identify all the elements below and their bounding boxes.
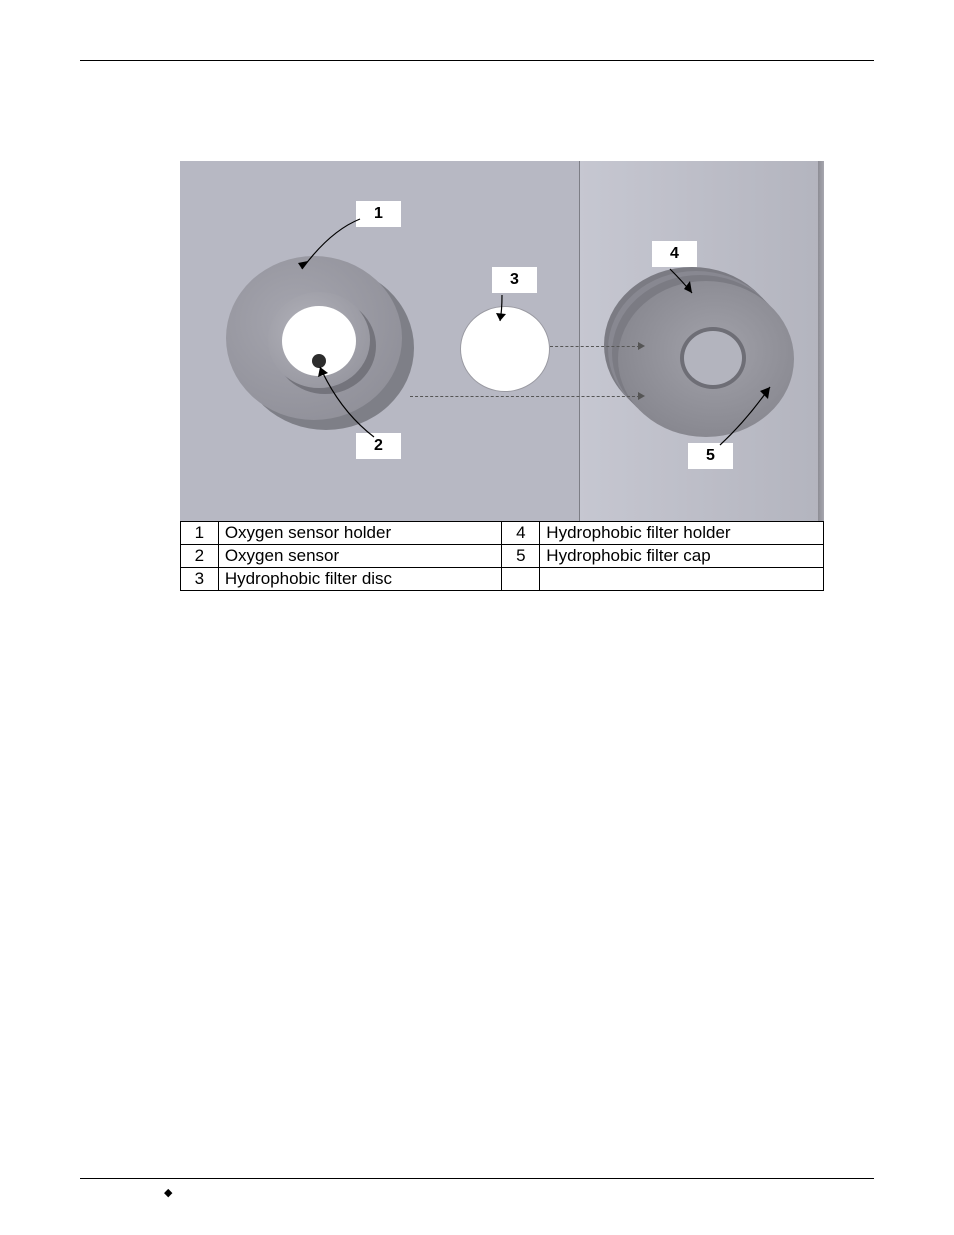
callout-text: 5 — [706, 447, 715, 464]
part-number: 3 — [181, 568, 219, 591]
figure-wrap: 1 2 3 4 5 — [180, 161, 824, 591]
part-desc: Hydrophobic filter holder — [540, 522, 824, 545]
callout-text: 4 — [670, 245, 679, 262]
callout-label-5: 5 — [688, 443, 733, 469]
callout-label-2: 2 — [356, 433, 401, 459]
part-desc — [540, 568, 824, 591]
callout-label-1: 1 — [356, 201, 401, 227]
parts-table-body: 1 Oxygen sensor holder 4 Hydrophobic fil… — [181, 522, 824, 591]
part-hydrophobic-filter-disc — [460, 306, 550, 392]
table-row: 2 Oxygen sensor 5 Hydrophobic filter cap — [181, 545, 824, 568]
panel-divider — [579, 161, 580, 521]
callout-text: 3 — [510, 271, 519, 288]
part-desc: Hydrophobic filter disc — [218, 568, 502, 591]
part-number: 1 — [181, 522, 219, 545]
callout-text: 1 — [374, 205, 383, 222]
assembly-arrow-upper — [550, 346, 640, 347]
footer-bullet-icon: ◆ — [164, 1186, 172, 1199]
part-oxygen-sensor-holder — [220, 256, 420, 436]
part-desc: Oxygen sensor holder — [218, 522, 502, 545]
arrowhead-icon — [638, 392, 645, 400]
table-row: 1 Oxygen sensor holder 4 Hydrophobic fil… — [181, 522, 824, 545]
footer-rule — [80, 1178, 874, 1179]
table-row: 3 Hydrophobic filter disc — [181, 568, 824, 591]
diagram-figure: 1 2 3 4 5 — [180, 161, 824, 521]
part-number: 5 — [502, 545, 540, 568]
part-number — [502, 568, 540, 591]
right-edge — [818, 161, 824, 521]
part-desc: Hydrophobic filter cap — [540, 545, 824, 568]
part-hydrophobic-filter-holder — [610, 271, 800, 441]
callout-label-3: 3 — [492, 267, 537, 293]
part-desc: Oxygen sensor — [218, 545, 502, 568]
page: 1 2 3 4 5 — [80, 60, 874, 591]
assembly-arrow-lower — [410, 396, 640, 397]
part-oxygen-sensor — [312, 354, 326, 368]
parts-table: 1 Oxygen sensor holder 4 Hydrophobic fil… — [180, 521, 824, 591]
header-rule — [80, 60, 874, 61]
arrowhead-icon — [638, 342, 645, 350]
part-number: 2 — [181, 545, 219, 568]
footer — [80, 1178, 874, 1189]
callout-text: 2 — [374, 437, 383, 454]
callout-label-4: 4 — [652, 241, 697, 267]
part-number: 4 — [502, 522, 540, 545]
